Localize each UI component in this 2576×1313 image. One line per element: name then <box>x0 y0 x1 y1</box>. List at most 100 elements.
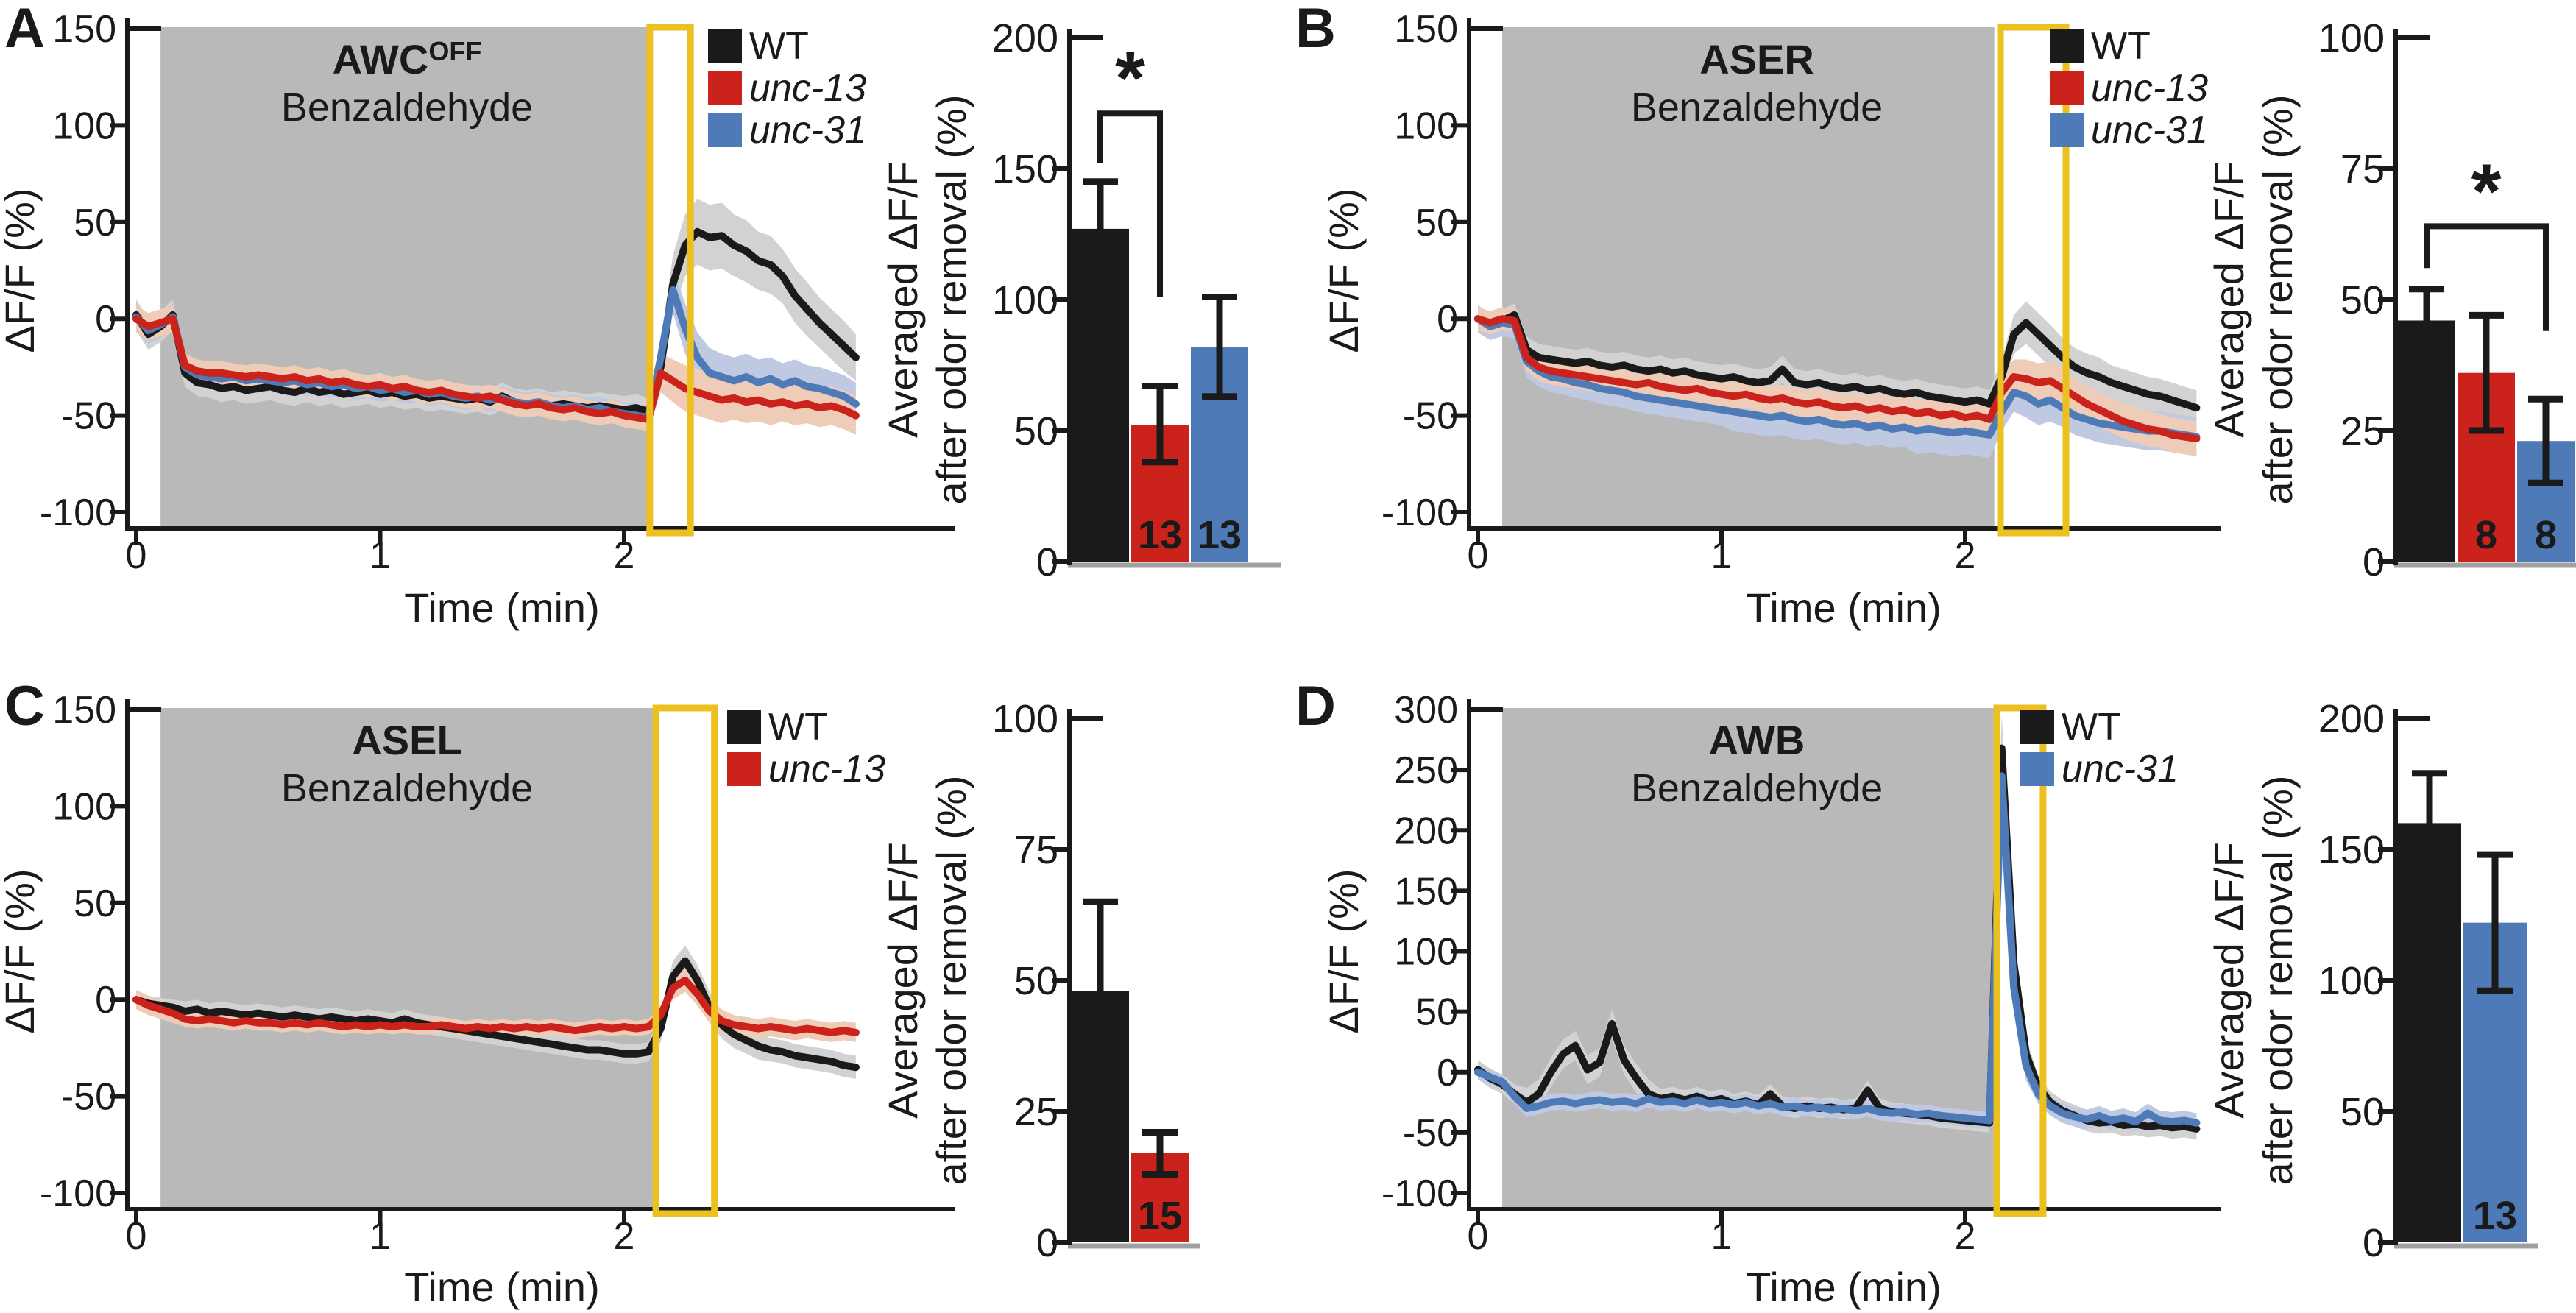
legend-swatch-wt <box>708 29 742 63</box>
x-axis-title: Time (min) <box>1746 1264 1941 1310</box>
odor-removal-box <box>1993 704 2047 1217</box>
unc31-trace <box>1474 315 2201 441</box>
bar-y-tick-label: 50 <box>2340 278 2385 322</box>
odorant-title: Benzaldehyde <box>281 766 533 810</box>
bar-n-unc13: 8 <box>2475 513 2497 557</box>
bar-chart: 12 8 8 0 25 50 75 100 Averaged ΔF/F after odor re… <box>2206 16 2576 584</box>
unc13-trace <box>1474 315 2201 443</box>
y-tick-label: -100 <box>1381 1172 1458 1215</box>
legend-swatch-wt <box>2020 710 2054 744</box>
legend-swatch-unc31 <box>2020 752 2054 786</box>
x-tick-label: 1 <box>369 534 391 577</box>
bar-y-tick-label: 25 <box>1014 1090 1058 1134</box>
bar-y-tick-label: 100 <box>992 697 1058 741</box>
x-tick-label: 0 <box>1468 1215 1489 1258</box>
y-tick-label: -50 <box>1403 1112 1458 1155</box>
legend-swatch-wt <box>727 710 761 744</box>
odorant-title: Benzaldehyde <box>281 85 533 130</box>
panel-C-label: C <box>4 675 45 737</box>
bar-y-axis-title-line2: after odor removal (%) <box>928 94 974 504</box>
y-tick-label: 0 <box>1437 298 1458 341</box>
y-axis-title: ΔF/F (%) <box>1320 868 1367 1033</box>
x-tick-label: 1 <box>1711 1215 1733 1258</box>
legend-label-unc13: unc-13 <box>2091 67 2208 110</box>
bar-y-tick-label: 100 <box>2318 16 2385 60</box>
wt-trace <box>1474 311 2201 412</box>
y-tick-label: 50 <box>1415 202 1458 244</box>
legend-swatch-unc13 <box>727 752 761 786</box>
x-tick-label: 2 <box>614 534 635 577</box>
y-tick-label: 100 <box>1394 105 1458 147</box>
unc31-sem-band <box>1478 751 2197 1133</box>
legend-swatch-wt <box>2050 29 2084 63</box>
bar-y-tick-label: 75 <box>1014 828 1058 872</box>
odor-stimulus-region <box>1502 708 1995 1208</box>
x-tick-label: 1 <box>369 1215 391 1258</box>
panel-A-label: A <box>4 0 45 60</box>
odor-stimulus-region <box>160 27 650 528</box>
bar-n-wt: 15 <box>1078 1194 1122 1238</box>
y-tick-label: 100 <box>52 105 116 147</box>
bar-chart: 15 13 13 0 50 100 150 200 Averaged ΔF/F after odo… <box>880 16 1281 584</box>
bar-y-tick-label: 0 <box>2363 1221 2385 1265</box>
legend-swatch-unc31 <box>2050 113 2084 147</box>
legend-label-unc13: unc-13 <box>749 67 866 110</box>
x-tick-label: 2 <box>1955 534 1976 577</box>
neuron-title: AWB <box>1709 717 1805 763</box>
bar-wt <box>2398 823 2461 1242</box>
unc13-sem-band <box>136 305 856 435</box>
significance-bracket <box>2424 223 2549 331</box>
bar-y-tick-label: 0 <box>1036 1221 1058 1265</box>
odor-stimulus-region <box>160 708 654 1208</box>
legend-label-wt: WT <box>749 25 809 68</box>
y-tick-label: 150 <box>1394 870 1458 913</box>
bar-n-wt: 13 <box>2407 1194 2452 1238</box>
bar-y-tick-label: 25 <box>2340 409 2385 453</box>
y-axis-title: ΔF/F (%) <box>1320 188 1367 353</box>
y-axis-title: ΔF/F (%) <box>0 868 43 1033</box>
legend-label-wt: WT <box>2062 706 2121 748</box>
bar-y-tick-label: 50 <box>2340 1090 2385 1134</box>
y-tick-label: -100 <box>40 1172 116 1215</box>
x-tick-label: 0 <box>1468 534 1489 577</box>
legend-label-wt: WT <box>768 706 828 748</box>
y-tick-label: 150 <box>52 689 116 732</box>
legend-label-unc31: unc-31 <box>749 109 866 152</box>
x-tick-label: 2 <box>1955 1215 1976 1258</box>
y-tick-label: -50 <box>61 395 116 438</box>
y-tick-label: 0 <box>95 298 116 341</box>
bar-y-tick-label: 100 <box>2318 959 2385 1003</box>
y-tick-label: -50 <box>1403 395 1458 438</box>
y-tick-label: 50 <box>1415 991 1458 1034</box>
bar-n-unc31: 8 <box>2535 513 2557 557</box>
x-tick-label: 2 <box>614 1215 635 1258</box>
unc13-trace <box>132 315 860 423</box>
bar-y-tick-label: 150 <box>992 147 1058 191</box>
x-axis-title: Time (min) <box>404 584 599 631</box>
bar-y-tick-label: 200 <box>2318 697 2385 741</box>
bar-n-unc31: 13 <box>1197 513 1242 557</box>
y-tick-label: 200 <box>1394 810 1458 852</box>
bar-wt <box>1072 228 1129 562</box>
significance-asterisk: * <box>1115 35 1145 121</box>
bar-n-unc13: 13 <box>1138 513 1182 557</box>
bar-y-axis-title-line1: Averaged ΔF/F <box>880 161 926 438</box>
panel-B-label: B <box>1295 0 1336 60</box>
y-tick-label: 300 <box>1394 689 1458 732</box>
x-axis-title: Time (min) <box>1746 584 1941 631</box>
bar-y-tick-label: 0 <box>2363 540 2385 584</box>
legend-label-unc13: unc-13 <box>768 748 885 790</box>
bar-n-wt: 15 <box>1078 513 1122 557</box>
bar-n-unc31: 13 <box>2473 1194 2517 1238</box>
